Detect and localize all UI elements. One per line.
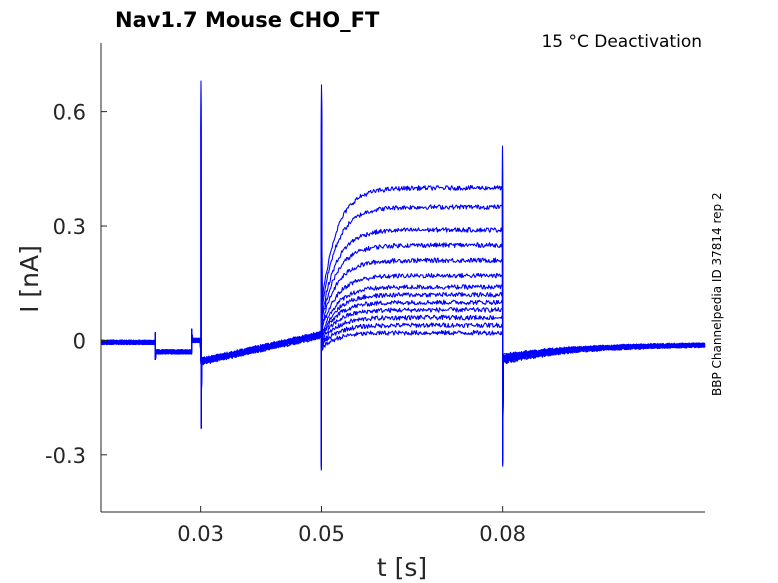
x-tick-label: 0.08 xyxy=(479,522,526,546)
current-sweep-line xyxy=(100,126,706,448)
channelpedia-id-label: BBP Channelpedia ID 37814 rep 2 xyxy=(710,192,724,396)
y-tick-label: 0.3 xyxy=(53,215,86,239)
current-sweep-line xyxy=(101,103,706,460)
x-tick-label: 0.03 xyxy=(177,522,224,546)
current-sweep-line xyxy=(100,114,706,454)
current-sweep-line xyxy=(100,111,706,456)
x-tick-label: 0.05 xyxy=(298,522,345,546)
y-tick-label: 0.6 xyxy=(53,101,86,125)
current-sweep-line xyxy=(100,107,705,458)
y-tick-label: -0.3 xyxy=(45,444,86,468)
current-traces xyxy=(100,80,706,471)
current-sweep-line xyxy=(100,84,706,469)
chart-title: Nav1.7 Mouse CHO_FT xyxy=(115,8,380,32)
current-sweep-line xyxy=(100,92,705,465)
current-sweep-line xyxy=(100,99,706,462)
current-sweep-line xyxy=(100,95,706,463)
x-axis: 0.03 0.05 0.08 xyxy=(101,506,705,546)
y-axis-label: I [nA] xyxy=(15,245,44,313)
x-axis-label: t [s] xyxy=(377,553,427,582)
y-axis: 0.6 0.3 0 -0.3 xyxy=(45,43,107,512)
y-tick-label: 0 xyxy=(73,329,86,353)
current-sweep-line xyxy=(100,88,705,467)
current-sweep-line xyxy=(100,118,706,452)
protocol-annotation: 15 °C Deactivation xyxy=(541,32,702,52)
